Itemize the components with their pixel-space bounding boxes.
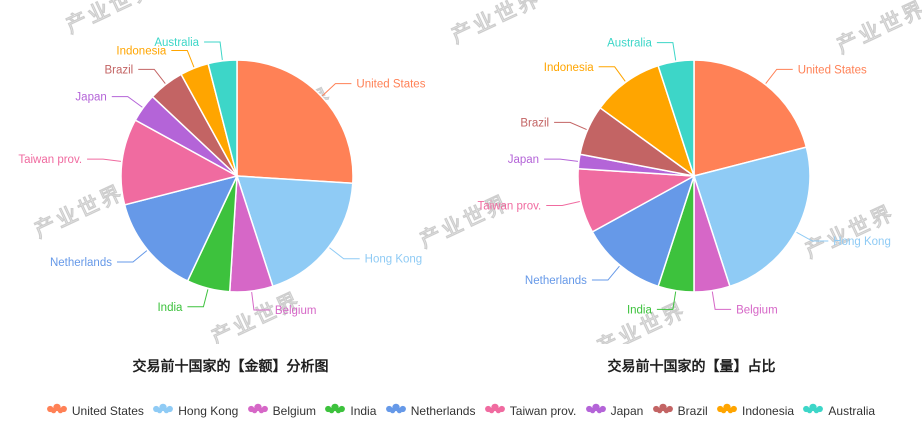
svg-text:United States: United States	[356, 79, 425, 91]
svg-text:Netherlands: Netherlands	[50, 257, 112, 269]
svg-text:India: India	[157, 302, 183, 314]
svg-text:India: India	[627, 304, 653, 316]
svg-text:Hong Kong: Hong Kong	[833, 236, 891, 248]
svg-text:Australia: Australia	[154, 37, 199, 49]
svg-text:Japan: Japan	[75, 92, 106, 104]
svg-text:Japan: Japan	[508, 154, 539, 166]
svg-text:Belgium: Belgium	[275, 305, 317, 317]
svg-text:Taiwan prov.: Taiwan prov.	[478, 200, 542, 212]
svg-text:Taiwan prov.: Taiwan prov.	[18, 154, 82, 166]
svg-text:Netherlands: Netherlands	[525, 275, 587, 287]
svg-text:Brazil: Brazil	[104, 64, 133, 76]
svg-text:United States: United States	[798, 64, 867, 76]
svg-text:Australia: Australia	[607, 38, 652, 50]
svg-text:Hong Kong: Hong Kong	[365, 254, 423, 266]
svg-text:Brazil: Brazil	[520, 117, 549, 129]
svg-text:Indonesia: Indonesia	[544, 62, 594, 74]
svg-text:Belgium: Belgium	[736, 304, 778, 316]
